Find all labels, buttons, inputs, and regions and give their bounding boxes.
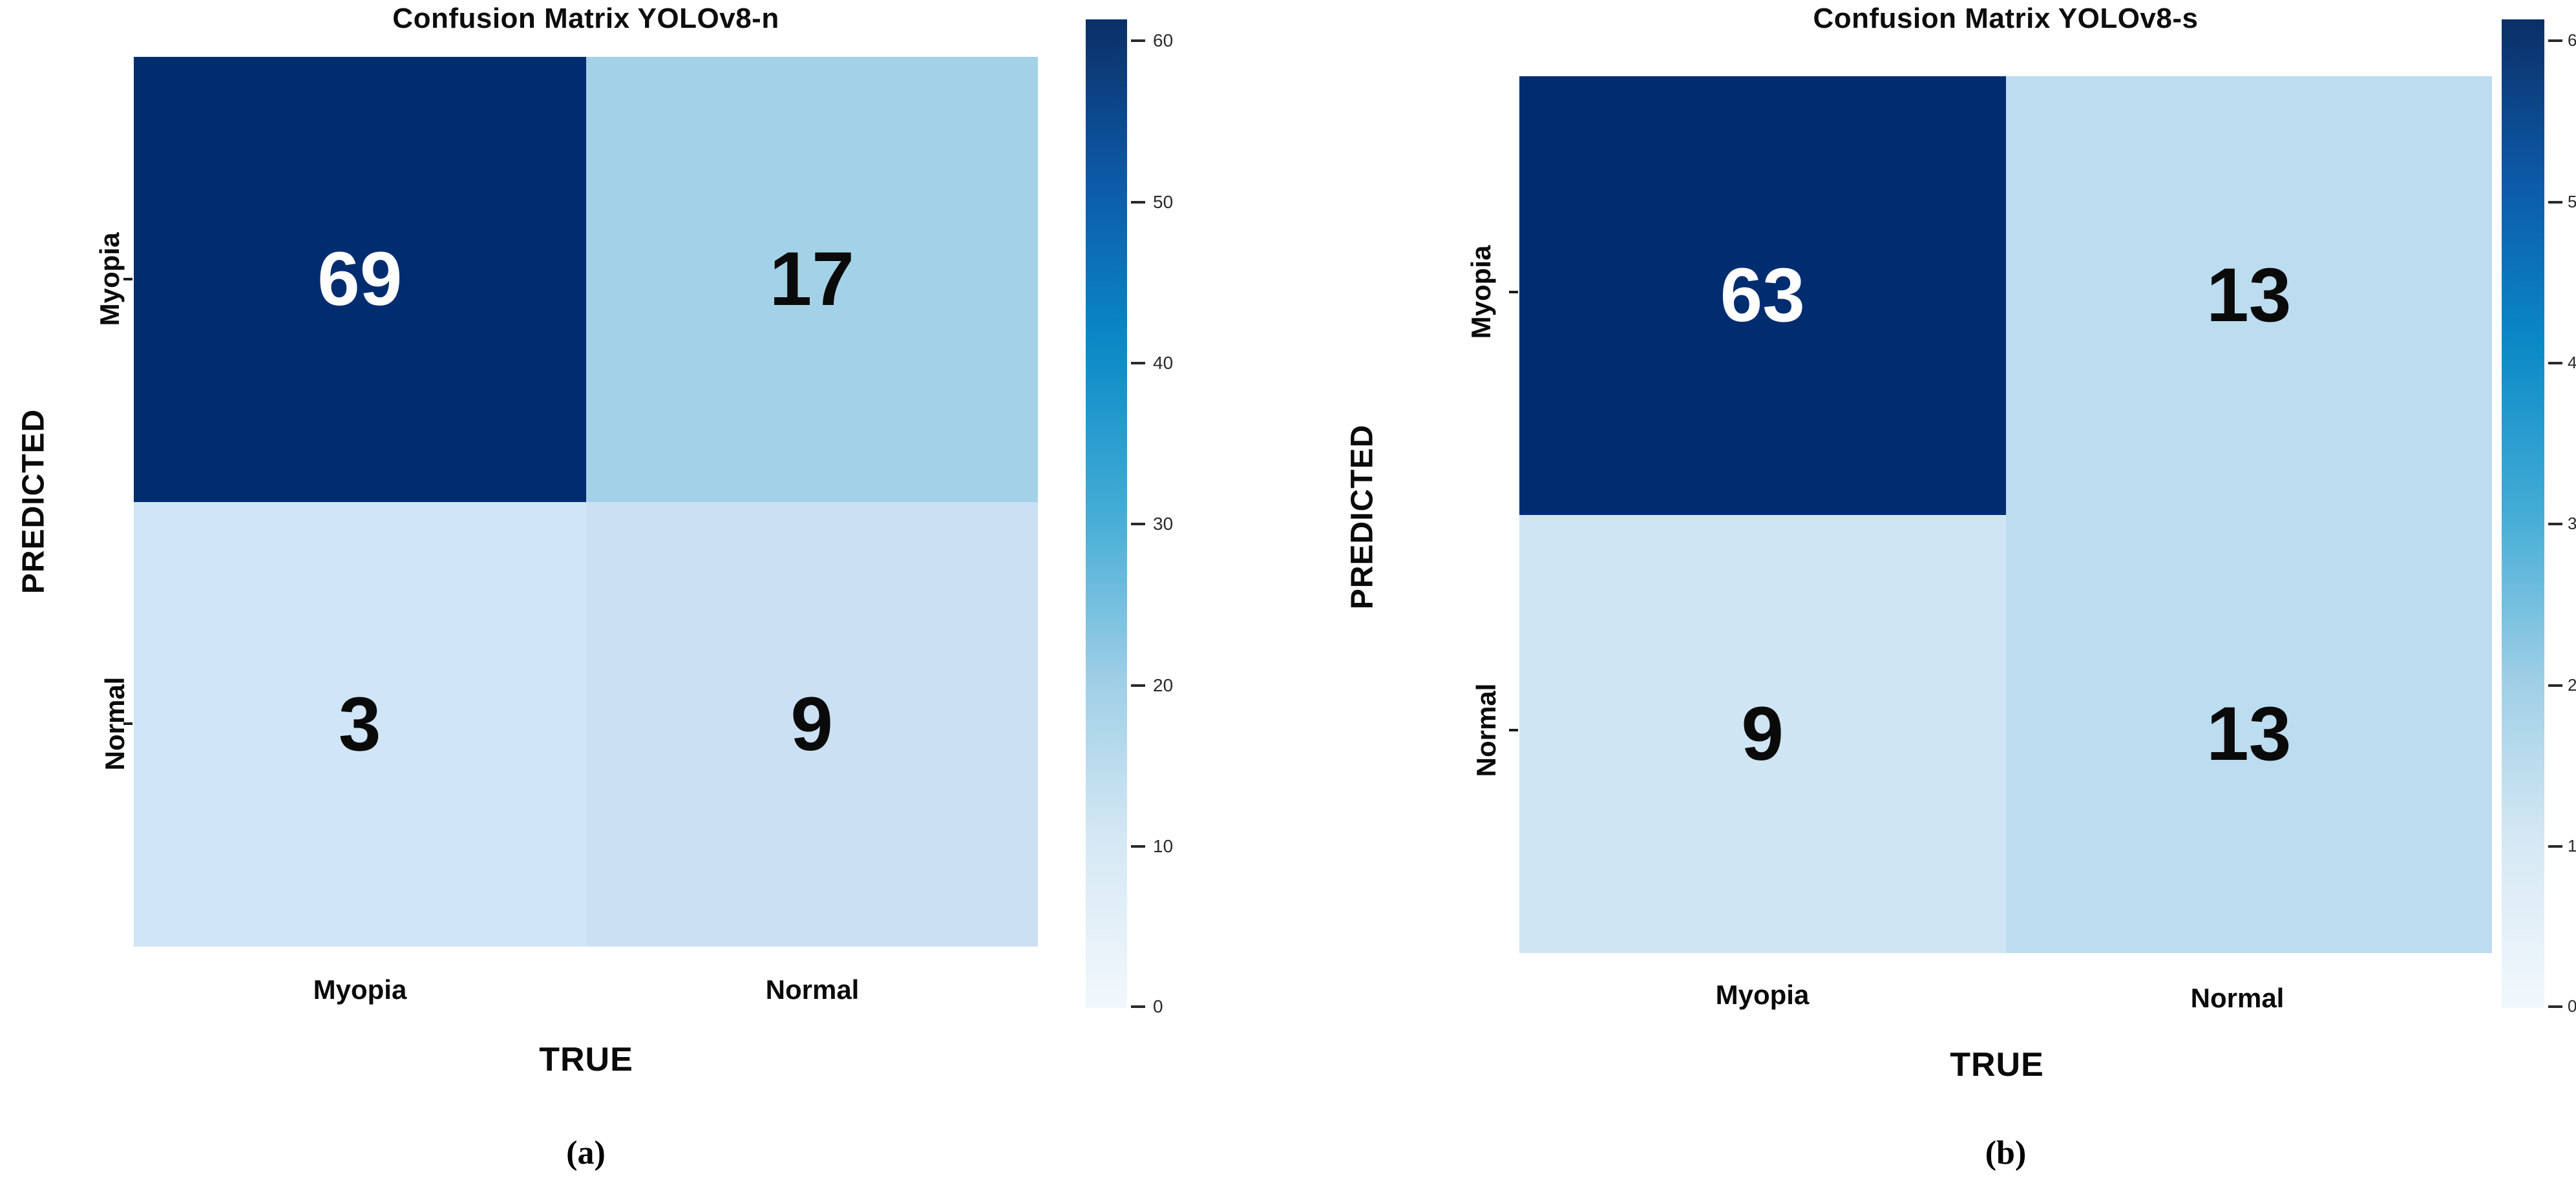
panel-a-colorbar: 60 50 40 30 20 10 0 <box>1086 19 1173 1016</box>
panel-b-heatmap: 63 13 9 13 <box>1519 76 2492 953</box>
panel-b-cell-tp: 63 <box>1519 76 2006 515</box>
panel-b-xlabel: TRUE <box>1950 1046 2044 1084</box>
panel-b-cell-fp: 13 <box>2005 76 2492 515</box>
panel-a-cell-fn: 3 <box>134 501 586 947</box>
panel-a-axis-tick <box>123 278 132 280</box>
panel-b-caption: (b) <box>1985 1135 2027 1171</box>
panel-a-title: Confusion Matrix YOLOv8-n <box>392 3 779 34</box>
panel-a-xtick-normal: Normal <box>765 974 860 1005</box>
panel-a-cell-tp: 69 <box>134 57 586 502</box>
panel-b-colorbar: 60 50 40 30 20 10 0 <box>2502 19 2576 1016</box>
panel-b-ylabel: PREDICTED <box>1345 424 1380 610</box>
panel-a-heatmap: 69 17 3 9 <box>134 57 1038 947</box>
panel-b-colorbar-gradient <box>2502 19 2544 1008</box>
panel-a-cell-tn: 9 <box>586 501 1038 947</box>
panel-a-xtick-myopia: Myopia <box>313 974 407 1005</box>
panel-a-caption: (a) <box>566 1135 606 1171</box>
panel-b-title: Confusion Matrix YOLOv8-s <box>1813 3 2199 34</box>
panel-b-cell-tn: 13 <box>2005 514 2492 953</box>
panel-b-ytick-normal: Normal <box>1471 683 1501 777</box>
panel-a-ylabel: PREDICTED <box>16 408 51 594</box>
panel-b-cell-fn: 9 <box>1519 514 2006 953</box>
panel-a-cell-fp: 17 <box>586 57 1038 502</box>
panel-b-xtick-myopia: Myopia <box>1715 980 1810 1010</box>
panel-b-axis-tick <box>1509 291 1518 293</box>
panel-a-xlabel: TRUE <box>539 1041 633 1078</box>
panel-b-axis-tick <box>1509 729 1518 731</box>
panel-b-ytick-myopia: Myopia <box>1466 245 1496 339</box>
panel-b-xtick-normal: Normal <box>2190 983 2285 1013</box>
panel-a-colorbar-gradient <box>1086 19 1127 1008</box>
panel-a-axis-tick <box>123 722 132 725</box>
panel-a-ytick-myopia: Myopia <box>94 232 125 326</box>
